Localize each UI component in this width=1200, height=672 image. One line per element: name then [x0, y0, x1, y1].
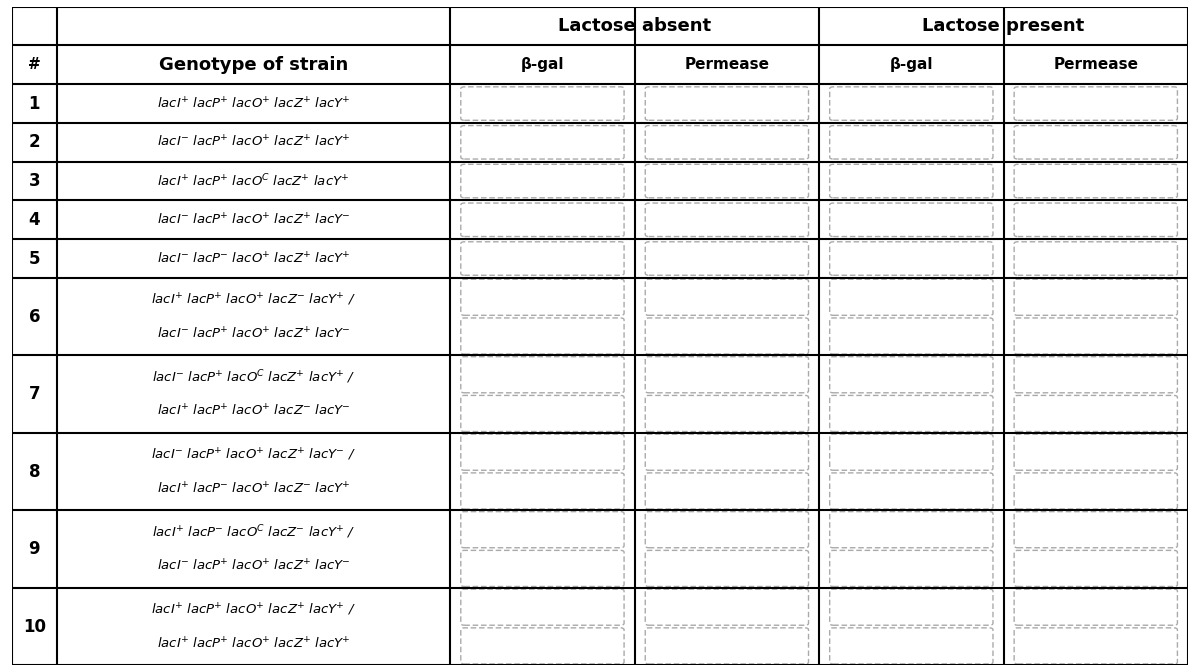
Text: 10: 10: [23, 618, 46, 636]
Text: lacI$^{+}$ lacP$^{+}$ lacO$^{+}$ lacZ$^{+}$ lacY$^{+}$ /: lacI$^{+}$ lacP$^{+}$ lacO$^{+}$ lacZ$^{…: [151, 601, 356, 618]
Text: lacI$^{+}$ lacP$^{+}$ lacO$^{+}$ lacZ$^{+}$ lacY$^{+}$: lacI$^{+}$ lacP$^{+}$ lacO$^{+}$ lacZ$^{…: [157, 96, 350, 112]
Text: 4: 4: [29, 211, 40, 228]
Text: lacI$^{-}$ lacP$^{+}$ lacO$^{+}$ lacZ$^{+}$ lacY$^{+}$: lacI$^{-}$ lacP$^{+}$ lacO$^{+}$ lacZ$^{…: [157, 134, 350, 150]
Text: lacI$^{-}$ lacP$^{+}$ lacO$^{+}$ lacZ$^{+}$ lacY$^{-}$: lacI$^{-}$ lacP$^{+}$ lacO$^{+}$ lacZ$^{…: [157, 558, 350, 574]
Text: lacI$^{+}$ lacP$^{+}$ lacO$^{+}$ lacZ$^{-}$ lacY$^{-}$: lacI$^{+}$ lacP$^{+}$ lacO$^{+}$ lacZ$^{…: [157, 403, 350, 419]
Text: 3: 3: [29, 172, 40, 190]
Text: 6: 6: [29, 308, 40, 326]
Text: Genotype of strain: Genotype of strain: [158, 56, 348, 74]
Text: 9: 9: [29, 540, 40, 558]
Text: lacI$^{+}$ lacP$^{+}$ lacO$^{C}$ lacZ$^{+}$ lacY$^{+}$: lacI$^{+}$ lacP$^{+}$ lacO$^{C}$ lacZ$^{…: [157, 173, 349, 190]
Text: lacI$^{-}$ lacP$^{+}$ lacO$^{+}$ lacZ$^{+}$ lacY$^{-}$: lacI$^{-}$ lacP$^{+}$ lacO$^{+}$ lacZ$^{…: [157, 212, 350, 227]
Text: Permease: Permease: [684, 57, 769, 73]
Text: 1: 1: [29, 95, 40, 113]
Text: β-gal: β-gal: [521, 57, 564, 73]
Text: lacI$^{-}$ lacP$^{+}$ lacO$^{C}$ lacZ$^{+}$ lacY$^{+}$ /: lacI$^{-}$ lacP$^{+}$ lacO$^{C}$ lacZ$^{…: [151, 368, 355, 386]
Text: Lactose absent: Lactose absent: [558, 17, 712, 35]
Text: 8: 8: [29, 462, 40, 480]
Text: #: #: [28, 57, 41, 73]
Text: Permease: Permease: [1054, 57, 1139, 73]
Text: 2: 2: [29, 133, 40, 151]
Text: lacI$^{+}$ lacP$^{-}$ lacO$^{+}$ lacZ$^{-}$ lacY$^{+}$: lacI$^{+}$ lacP$^{-}$ lacO$^{+}$ lacZ$^{…: [157, 481, 350, 497]
Text: 7: 7: [29, 385, 40, 403]
Text: Lactose present: Lactose present: [923, 17, 1085, 35]
Text: lacI$^{+}$ lacP$^{+}$ lacO$^{+}$ lacZ$^{-}$ lacY$^{+}$ /: lacI$^{+}$ lacP$^{+}$ lacO$^{+}$ lacZ$^{…: [151, 292, 356, 308]
Text: β-gal: β-gal: [889, 57, 934, 73]
Text: lacI$^{-}$ lacP$^{+}$ lacO$^{+}$ lacZ$^{+}$ lacY$^{-}$: lacI$^{-}$ lacP$^{+}$ lacO$^{+}$ lacZ$^{…: [157, 326, 350, 341]
Text: lacI$^{+}$ lacP$^{-}$ lacO$^{C}$ lacZ$^{-}$ lacY$^{+}$ /: lacI$^{+}$ lacP$^{-}$ lacO$^{C}$ lacZ$^{…: [151, 523, 355, 541]
Text: lacI$^{+}$ lacP$^{+}$ lacO$^{+}$ lacZ$^{+}$ lacY$^{+}$: lacI$^{+}$ lacP$^{+}$ lacO$^{+}$ lacZ$^{…: [157, 636, 350, 651]
Text: lacI$^{-}$ lacP$^{+}$ lacO$^{+}$ lacZ$^{+}$ lacY$^{-}$ /: lacI$^{-}$ lacP$^{+}$ lacO$^{+}$ lacZ$^{…: [151, 446, 356, 463]
Text: lacI$^{-}$ lacP$^{-}$ lacO$^{+}$ lacZ$^{+}$ lacY$^{+}$: lacI$^{-}$ lacP$^{-}$ lacO$^{+}$ lacZ$^{…: [157, 251, 350, 266]
Text: 5: 5: [29, 249, 40, 267]
